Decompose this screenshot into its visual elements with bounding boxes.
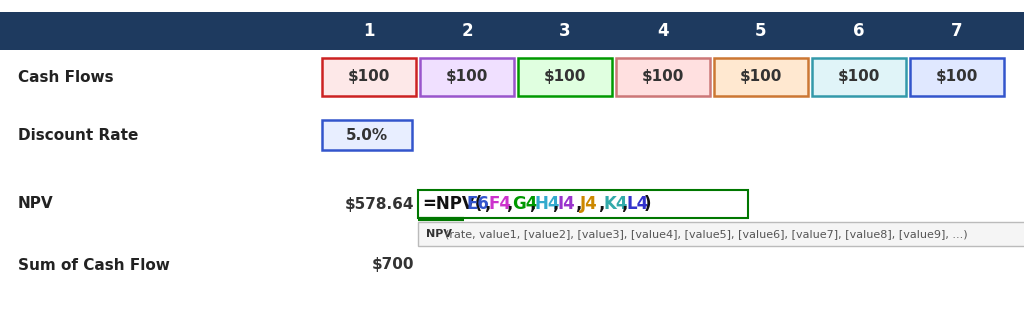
Text: 5: 5 xyxy=(756,22,767,40)
Text: $100: $100 xyxy=(838,69,881,85)
FancyBboxPatch shape xyxy=(418,190,748,218)
FancyBboxPatch shape xyxy=(418,222,1024,246)
Text: $100: $100 xyxy=(544,69,586,85)
Text: Sum of Cash Flow: Sum of Cash Flow xyxy=(18,258,170,272)
FancyBboxPatch shape xyxy=(518,58,612,96)
Text: H4: H4 xyxy=(535,195,560,213)
Text: 7: 7 xyxy=(951,22,963,40)
Text: ): ) xyxy=(644,195,651,213)
FancyBboxPatch shape xyxy=(616,58,710,96)
Text: $100: $100 xyxy=(739,69,782,85)
Text: 4: 4 xyxy=(657,22,669,40)
Text: $578.64: $578.64 xyxy=(344,197,414,211)
Text: L4: L4 xyxy=(626,195,648,213)
Text: Cash Flows: Cash Flows xyxy=(18,69,114,85)
Text: ,: , xyxy=(507,195,513,213)
Text: F4: F4 xyxy=(488,195,512,213)
Text: 6: 6 xyxy=(853,22,864,40)
Text: NPV: NPV xyxy=(18,197,53,211)
FancyBboxPatch shape xyxy=(910,58,1004,96)
Text: $100: $100 xyxy=(348,69,390,85)
FancyBboxPatch shape xyxy=(0,12,1024,50)
Text: ,: , xyxy=(483,195,489,213)
Text: (rate, value1, [value2], [value3], [value4], [value5], [value6], [value7], [valu: (rate, value1, [value2], [value3], [valu… xyxy=(444,229,968,239)
FancyBboxPatch shape xyxy=(322,120,412,150)
Text: G4: G4 xyxy=(512,195,538,213)
FancyBboxPatch shape xyxy=(420,58,514,96)
Text: ,: , xyxy=(598,195,604,213)
FancyBboxPatch shape xyxy=(714,58,808,96)
Text: 1: 1 xyxy=(364,22,375,40)
Text: 2: 2 xyxy=(461,22,473,40)
Text: ,: , xyxy=(529,195,536,213)
Text: E6: E6 xyxy=(466,195,488,213)
Text: ,: , xyxy=(621,195,628,213)
Text: $100: $100 xyxy=(936,69,978,85)
Text: $700: $700 xyxy=(372,258,414,272)
Text: ,: , xyxy=(575,195,582,213)
Text: 5.0%: 5.0% xyxy=(346,127,388,143)
Text: NPV: NPV xyxy=(426,229,452,239)
Text: $100: $100 xyxy=(445,69,488,85)
FancyBboxPatch shape xyxy=(812,58,906,96)
Text: Discount Rate: Discount Rate xyxy=(18,127,138,143)
Text: J4: J4 xyxy=(581,195,598,213)
Text: =NPV(: =NPV( xyxy=(422,195,482,213)
FancyBboxPatch shape xyxy=(322,58,416,96)
Text: ,: , xyxy=(552,195,559,213)
Text: K4: K4 xyxy=(603,195,628,213)
Text: 3: 3 xyxy=(559,22,570,40)
Text: I4: I4 xyxy=(557,195,575,213)
Text: $100: $100 xyxy=(642,69,684,85)
